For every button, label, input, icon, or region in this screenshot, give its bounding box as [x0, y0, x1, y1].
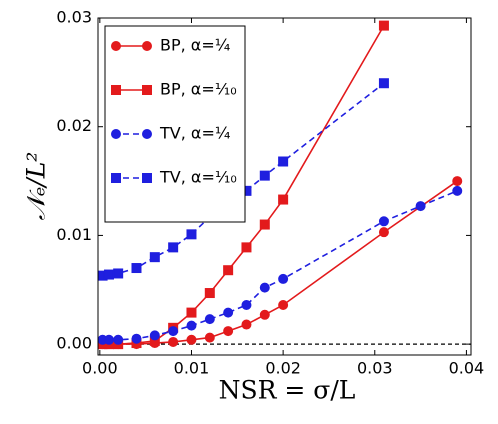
x-axis-label: NSR = σ/L: [219, 376, 356, 405]
legend-box: [104, 25, 246, 223]
data-point: [415, 201, 426, 212]
y-tick-label: 0.00: [56, 334, 92, 353]
legend-label: BP, α=¼: [160, 36, 230, 55]
x-tick-label: 0.00: [82, 359, 118, 378]
legend-marker: [142, 129, 152, 139]
data-point: [378, 78, 389, 89]
data-point: [452, 185, 463, 196]
data-point: [259, 309, 270, 320]
legend-marker: [142, 41, 152, 51]
data-point: [113, 268, 124, 279]
x-tick-label: 0.03: [357, 359, 393, 378]
plot-frame: [97, 17, 472, 356]
data-point: [186, 320, 197, 331]
legend-marker: [142, 85, 152, 95]
y-tick-label: 0.03: [56, 8, 92, 27]
data-point: [204, 332, 215, 343]
data-point: [168, 336, 179, 347]
y-axis-label: 𝒩ₑ/L²: [22, 152, 51, 221]
data-point: [223, 326, 234, 337]
data-point: [223, 307, 234, 318]
legend-label: TV, α=⅒: [159, 168, 237, 187]
data-point: [186, 229, 197, 240]
data-point: [259, 282, 270, 293]
data-point: [378, 216, 389, 227]
data-point: [241, 319, 252, 330]
data-point: [149, 330, 160, 341]
legend-marker: [111, 41, 121, 51]
y-tick-label: 0.02: [56, 116, 92, 135]
x-tick-label: 0.02: [265, 359, 301, 378]
data-point: [241, 299, 252, 310]
data-point: [186, 334, 197, 345]
data-point: [278, 156, 289, 167]
data-point: [149, 252, 160, 263]
legend-marker: [111, 85, 121, 95]
data-point: [103, 334, 114, 345]
data-point: [204, 288, 215, 299]
legend-marker: [142, 173, 152, 183]
data-point: [131, 263, 142, 274]
legend-label: BP, α=⅒: [160, 80, 237, 99]
data-point: [452, 176, 463, 187]
legend-label: TV, α=¼: [159, 124, 230, 143]
data-point: [103, 269, 114, 280]
data-point: [259, 170, 270, 181]
data-point: [113, 334, 124, 345]
x-tick-label: 0.01: [174, 359, 210, 378]
data-point: [168, 326, 179, 337]
data-point: [223, 265, 234, 276]
data-point: [204, 314, 215, 325]
y-tick-label: 0.01: [56, 225, 92, 244]
data-point: [241, 242, 252, 253]
x-tick-label: 0.04: [449, 359, 485, 378]
data-point: [278, 299, 289, 310]
data-point: [131, 333, 142, 344]
legend-marker: [111, 129, 121, 139]
data-point: [378, 20, 389, 31]
data-point: [186, 307, 197, 318]
series-line: [102, 190, 458, 341]
data-point: [378, 227, 389, 238]
legend-marker: [111, 173, 121, 183]
data-point: [168, 242, 179, 253]
data-point: [278, 273, 289, 284]
data-point: [259, 219, 270, 230]
data-point: [278, 194, 289, 205]
